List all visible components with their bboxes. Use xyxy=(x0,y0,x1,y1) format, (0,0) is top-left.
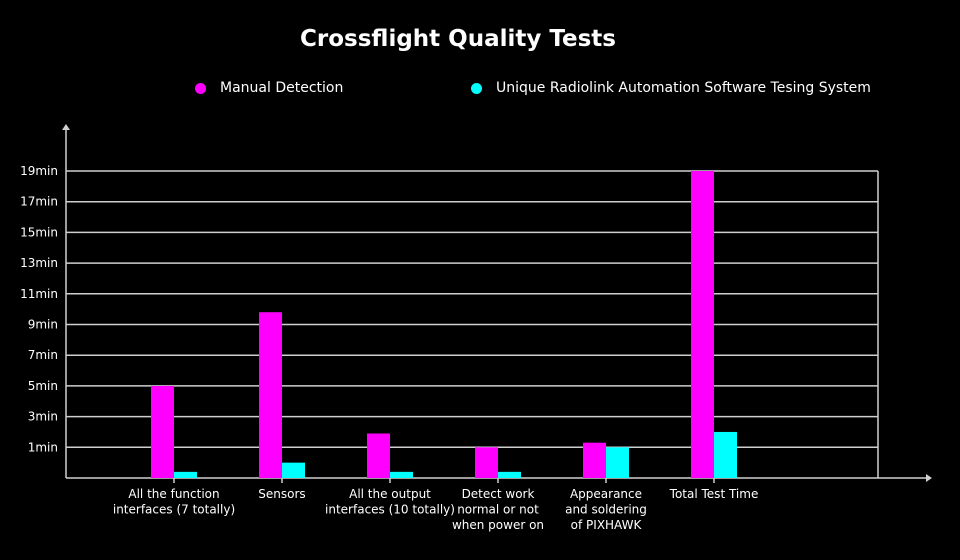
legend-label: Unique Radiolink Automation Software Tes… xyxy=(496,80,871,96)
y-tick-label: 9min xyxy=(28,318,58,332)
legend-item-automation: Unique Radiolink Automation Software Tes… xyxy=(471,80,871,96)
legend-label: Manual Detection xyxy=(220,80,344,96)
bar-automation xyxy=(714,431,737,478)
y-tick-label: 17min xyxy=(20,195,58,209)
x-tick-label: interfaces (10 totally) xyxy=(325,503,455,517)
y-axis-arrow-icon xyxy=(62,124,70,130)
legend-swatch-icon xyxy=(471,82,482,94)
y-tick-label: 3min xyxy=(28,410,58,424)
x-tick-label: Sensors xyxy=(258,487,305,501)
bar-automation xyxy=(498,471,521,478)
x-tick-label: and soldering xyxy=(565,503,647,517)
x-tick-label: of PIXHAWK xyxy=(571,518,643,532)
x-tick-label: All the function xyxy=(128,487,219,501)
y-tick-label: 11min xyxy=(20,287,58,301)
y-tick-label: 7min xyxy=(28,348,58,362)
bar-manual xyxy=(691,171,714,478)
x-tick-label: Total Test Time xyxy=(669,487,759,501)
x-tick-label: All the output xyxy=(349,487,431,501)
x-tick-label: when power on xyxy=(452,518,544,532)
x-tick-label: normal or not xyxy=(457,503,539,517)
legend-swatch-icon xyxy=(195,82,206,94)
bar-manual xyxy=(259,312,282,478)
legend-item-manual: Manual Detection xyxy=(195,80,343,96)
bar-manual xyxy=(151,385,174,478)
y-tick-label: 13min xyxy=(20,256,58,270)
bar-automation xyxy=(606,447,629,478)
bar-manual xyxy=(367,433,390,478)
x-tick-label: Appearance xyxy=(570,487,642,501)
y-tick-label: 15min xyxy=(20,225,58,239)
bar-automation xyxy=(174,471,197,478)
bar-manual xyxy=(583,442,606,478)
x-tick-label: interfaces (7 totally) xyxy=(113,503,235,517)
y-tick-label: 5min xyxy=(28,379,58,393)
x-tick-label: Detect work xyxy=(462,487,535,501)
y-tick-label: 19min xyxy=(20,164,58,178)
bar-manual xyxy=(475,447,498,478)
bar-automation xyxy=(282,462,305,478)
x-axis-arrow-icon xyxy=(926,474,932,482)
chart-title: Crossflight Quality Tests xyxy=(300,26,616,52)
y-tick-label: 1min xyxy=(28,440,58,454)
bar-automation xyxy=(390,471,413,478)
